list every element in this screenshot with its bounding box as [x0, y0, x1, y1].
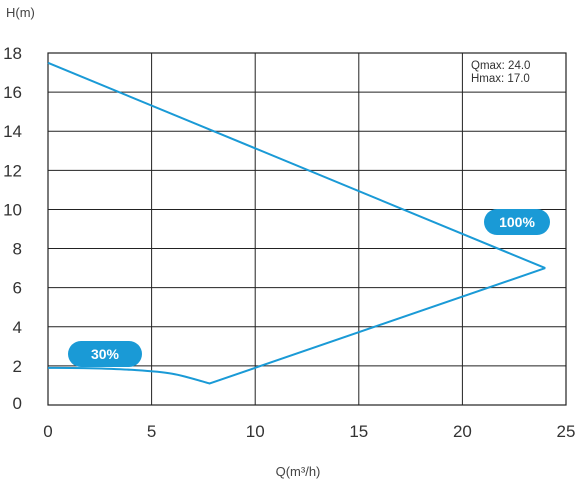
y-tick-label: 16: [3, 83, 22, 102]
series-30-badge: 30%: [68, 341, 142, 367]
series-100-line: [47, 61, 546, 270]
y-tick-label: 12: [3, 161, 22, 180]
hmax-note: Hmax: 17.0: [471, 73, 530, 85]
x-tick-label: 25: [557, 422, 576, 441]
x-tick-labels: 0 5 10 15 20 25: [43, 422, 575, 441]
plot-frame: [47, 52, 567, 406]
y-tick-label: 14: [3, 122, 22, 141]
y-tick-label: 8: [13, 240, 22, 259]
series-100-badge-label: 100%: [499, 214, 535, 230]
x-tick-label: 10: [246, 422, 265, 441]
series-30-badge-label: 30%: [91, 346, 120, 362]
series-30-line: [47, 267, 546, 385]
y-axis-label: H(m): [6, 5, 35, 20]
series-30-badge-bg: [68, 341, 142, 367]
qmax-note: Qmax: 24.0: [471, 60, 530, 72]
series-100-badge-bg: [484, 209, 550, 235]
series-layer: 100% 30%: [47, 61, 550, 385]
x-axis-label: Q(m³/h): [276, 464, 321, 479]
y-tick-label: 10: [3, 200, 22, 219]
y-tick-label: 0: [13, 394, 22, 413]
y-tick-label: 6: [13, 279, 22, 298]
y-tick-label: 4: [13, 318, 22, 337]
grid-lines: [48, 53, 566, 405]
x-tick-label: 5: [147, 422, 156, 441]
y-tick-labels: 0 2 4 6 8 10 12 14 16 18: [3, 44, 22, 413]
series-100-badge: 100%: [484, 209, 550, 235]
y-tick-label: 18: [3, 44, 22, 63]
x-tick-label: 15: [349, 422, 368, 441]
x-tick-label: 20: [453, 422, 472, 441]
x-tick-label: 0: [43, 422, 52, 441]
y-tick-label: 2: [13, 357, 22, 376]
